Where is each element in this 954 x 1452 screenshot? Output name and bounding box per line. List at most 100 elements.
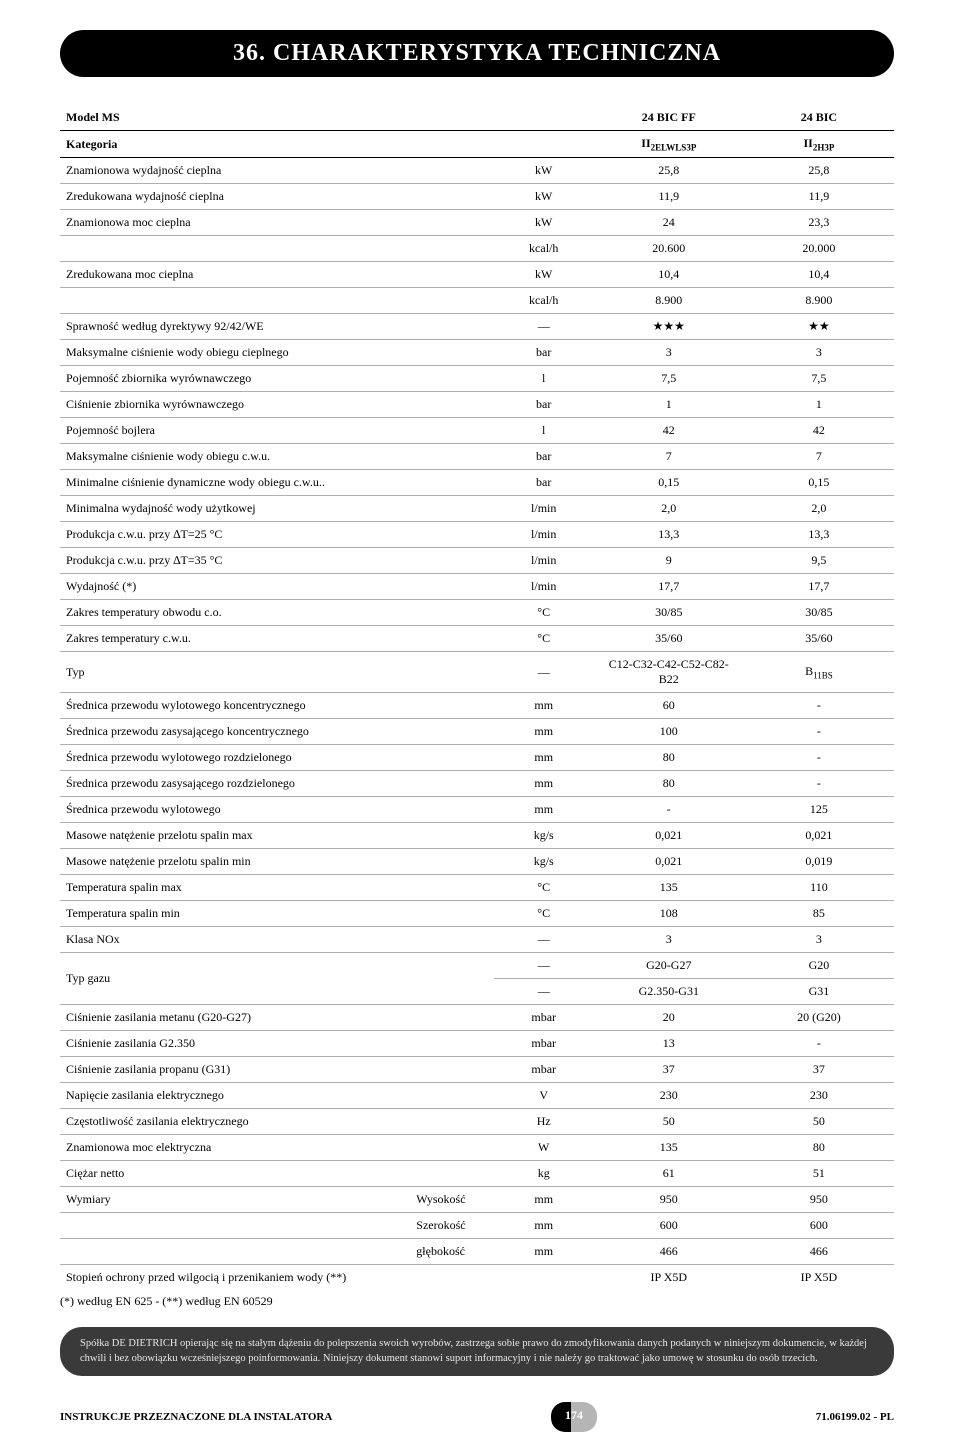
row-value-1: 100 bbox=[594, 719, 744, 745]
row-label: Temperatura spalin min bbox=[60, 901, 410, 927]
row-value-2: 1 bbox=[744, 392, 894, 418]
row-unit: °C bbox=[494, 901, 594, 927]
row-sublabel bbox=[410, 719, 493, 745]
row-sublabel bbox=[410, 875, 493, 901]
table-row: kcal/h8.9008.900 bbox=[60, 288, 894, 314]
row-label: Znamionowa moc cieplna bbox=[60, 210, 410, 236]
row-value-1: 466 bbox=[594, 1239, 744, 1265]
category-v1: II2ELWLS3P bbox=[594, 131, 744, 158]
row-label: Ciśnienie zasilania metanu (G20-G27) bbox=[60, 1005, 410, 1031]
row-value-2: 7 bbox=[744, 444, 894, 470]
row-value-1: 135 bbox=[594, 875, 744, 901]
table-row: Częstotliwość zasilania elektrycznegoHz5… bbox=[60, 1109, 894, 1135]
row-unit: kW bbox=[494, 262, 594, 288]
row-unit: bar bbox=[494, 470, 594, 496]
table-row: Wydajność (*)l/min17,717,7 bbox=[60, 574, 894, 600]
row-unit: l/min bbox=[494, 496, 594, 522]
row-label: Zakres temperatury obwodu c.o. bbox=[60, 600, 410, 626]
row-sublabel bbox=[410, 522, 493, 548]
row-label: Produkcja c.w.u. przy ∆T=35 °C bbox=[60, 548, 410, 574]
page-number: 174 bbox=[551, 1408, 597, 1423]
row-label: Średnica przewodu wylotowego bbox=[60, 797, 410, 823]
row-label: Ciśnienie zbiornika wyrównawczego bbox=[60, 392, 410, 418]
row-sublabel: głębokość bbox=[410, 1239, 493, 1265]
row-value-2: - bbox=[744, 719, 894, 745]
table-row: Zredukowana wydajność cieplnakW11,911,9 bbox=[60, 184, 894, 210]
row-sublabel bbox=[410, 927, 493, 953]
row-value-1: 0,15 bbox=[594, 470, 744, 496]
row-label: Produkcja c.w.u. przy ∆T=25 °C bbox=[60, 522, 410, 548]
row-sublabel bbox=[410, 1109, 493, 1135]
row-value-1: 230 bbox=[594, 1083, 744, 1109]
row-sublabel bbox=[410, 771, 493, 797]
table-row: Szerokośćmm600600 bbox=[60, 1213, 894, 1239]
row-unit: — bbox=[494, 652, 594, 693]
row-unit: mm bbox=[494, 1213, 594, 1239]
row-unit: kW bbox=[494, 158, 594, 184]
row-label: Częstotliwość zasilania elektrycznego bbox=[60, 1109, 410, 1135]
row-unit: bar bbox=[494, 444, 594, 470]
row-value-1: 950 bbox=[594, 1187, 744, 1213]
row-sublabel bbox=[410, 1135, 493, 1161]
row-value-2: 125 bbox=[744, 797, 894, 823]
row-value-1: 80 bbox=[594, 771, 744, 797]
row-value-2: 50 bbox=[744, 1109, 894, 1135]
row-unit: l/min bbox=[494, 522, 594, 548]
row-label bbox=[60, 236, 410, 262]
table-row: Minimalne ciśnienie dynamiczne wody obie… bbox=[60, 470, 894, 496]
row-value-2: 37 bbox=[744, 1057, 894, 1083]
row-sublabel bbox=[410, 1005, 493, 1031]
row-value-1: 20 bbox=[594, 1005, 744, 1031]
col2-header: 24 BIC bbox=[744, 105, 894, 131]
row-sublabel bbox=[410, 1057, 493, 1083]
row-value-1: 3 bbox=[594, 340, 744, 366]
table-row: Produkcja c.w.u. przy ∆T=25 °Cl/min13,31… bbox=[60, 522, 894, 548]
row-label: Pojemność bojlera bbox=[60, 418, 410, 444]
row-sublabel bbox=[410, 652, 493, 693]
row-value-1: ★★★ bbox=[594, 314, 744, 340]
row-unit: bar bbox=[494, 392, 594, 418]
row-value-1: 13,3 bbox=[594, 522, 744, 548]
row-value-2: 30/85 bbox=[744, 600, 894, 626]
row-value-1: 30/85 bbox=[594, 600, 744, 626]
row-value-1: 37 bbox=[594, 1057, 744, 1083]
footer-left: INSTRUKCJE PRZEZNACZONE DLA INSTALATORA bbox=[60, 1411, 332, 1423]
row-value-1: C12-C32-C42-C52-C82-B22 bbox=[594, 652, 744, 693]
footnote: (*) według EN 625 - (**) według EN 60529 bbox=[60, 1294, 894, 1309]
row-value-1: 61 bbox=[594, 1161, 744, 1187]
row-sublabel: Wysokość bbox=[410, 1187, 493, 1213]
row-label: Klasa NOx bbox=[60, 927, 410, 953]
row-value-2: 80 bbox=[744, 1135, 894, 1161]
row-unit: — bbox=[494, 314, 594, 340]
row-value-2: - bbox=[744, 771, 894, 797]
row-label: Typ bbox=[60, 652, 410, 693]
row-value-2: 110 bbox=[744, 875, 894, 901]
row-unit: mm bbox=[494, 719, 594, 745]
row-value-2: 466 bbox=[744, 1239, 894, 1265]
row-unit: bar bbox=[494, 340, 594, 366]
row-value-2: 17,7 bbox=[744, 574, 894, 600]
row-value-2: 0,019 bbox=[744, 849, 894, 875]
humidity-row: Stopień ochrony przed wilgocią i przenik… bbox=[60, 1265, 894, 1291]
table-row: Zakres temperatury obwodu c.o.°C30/8530/… bbox=[60, 600, 894, 626]
category-v2: II2H3P bbox=[744, 131, 894, 158]
row-value-2: 2,0 bbox=[744, 496, 894, 522]
row-label bbox=[60, 1213, 410, 1239]
row-value-2: - bbox=[744, 693, 894, 719]
row-sublabel bbox=[410, 1161, 493, 1187]
table-row: kcal/h20.60020.000 bbox=[60, 236, 894, 262]
row-value-2: 51 bbox=[744, 1161, 894, 1187]
table-row: głębokośćmm466466 bbox=[60, 1239, 894, 1265]
table-row: Średnica przewodu wylotowego koncentrycz… bbox=[60, 693, 894, 719]
row-value-1: 60 bbox=[594, 693, 744, 719]
row-value-1: 108 bbox=[594, 901, 744, 927]
spec-table: Model MS 24 BIC FF 24 BIC Kategoria II2E… bbox=[60, 105, 894, 1290]
row-value-2: 25,8 bbox=[744, 158, 894, 184]
row-value-1: 3 bbox=[594, 927, 744, 953]
table-row: Produkcja c.w.u. przy ∆T=35 °Cl/min99,5 bbox=[60, 548, 894, 574]
disclaimer: Spółka DE DIETRICH opierając się na stał… bbox=[60, 1327, 894, 1375]
row-value-2: 0,15 bbox=[744, 470, 894, 496]
row-value-1: 10,4 bbox=[594, 262, 744, 288]
row-value-2: B11BS bbox=[744, 652, 894, 693]
row-value-1: 7,5 bbox=[594, 366, 744, 392]
